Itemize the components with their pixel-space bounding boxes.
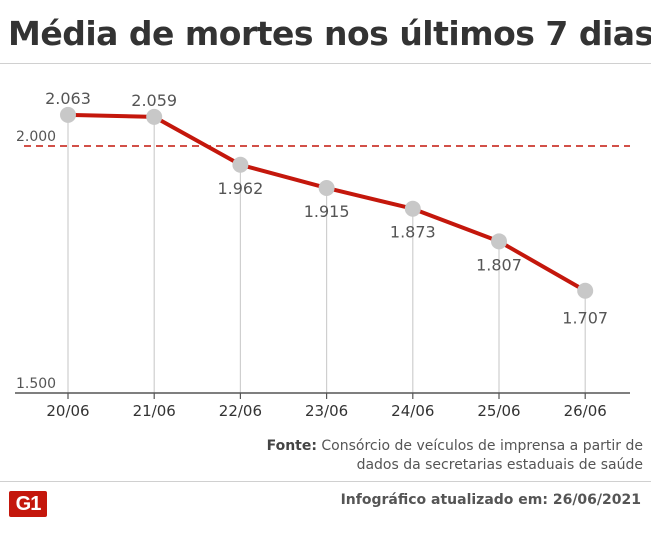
source-note: Fonte: Consórcio de veículos de imprensa… <box>223 437 643 475</box>
x-tick-label: 23/06 <box>305 402 348 420</box>
data-point <box>60 106 76 123</box>
chart-title: Média de mortes nos últimos 7 dias <box>8 14 651 53</box>
data-label: 1.915 <box>304 202 350 221</box>
line-chart: 20/06 21/06 22/06 23/06 24/06 25/06 26/06 1.500… <box>15 89 630 420</box>
data-label: 1.962 <box>217 179 263 198</box>
g1-logo: G1 <box>9 491 47 517</box>
updated-note: Infográfico atualizado em: 26/06/2021 <box>340 492 641 508</box>
data-label: 2.063 <box>45 89 91 108</box>
x-tick-label: 22/06 <box>219 402 262 420</box>
x-tick-label: 20/06 <box>46 402 89 420</box>
x-tick-label: 21/06 <box>133 402 176 420</box>
data-label: 1.873 <box>390 223 436 242</box>
data-label: 1.807 <box>476 255 522 274</box>
title-divider <box>0 63 651 64</box>
data-point <box>232 156 249 173</box>
source-label: Fonte: <box>266 438 317 454</box>
x-tick-label: 24/06 <box>391 402 434 420</box>
data-label: 1.707 <box>562 309 608 328</box>
data-point <box>146 108 163 125</box>
data-label: 2.059 <box>131 91 177 110</box>
y-tick-label: 2.000 <box>16 129 56 145</box>
data-point <box>404 200 421 217</box>
x-tick-label: 25/06 <box>477 402 520 420</box>
data-point <box>491 233 507 250</box>
y-tick-label: 1.500 <box>16 376 56 392</box>
data-point <box>318 179 335 196</box>
footer-divider <box>0 481 651 482</box>
data-point <box>577 282 594 299</box>
source-text: Consórcio de veículos de imprensa a part… <box>321 438 643 473</box>
x-tick-label: 26/06 <box>564 402 607 420</box>
